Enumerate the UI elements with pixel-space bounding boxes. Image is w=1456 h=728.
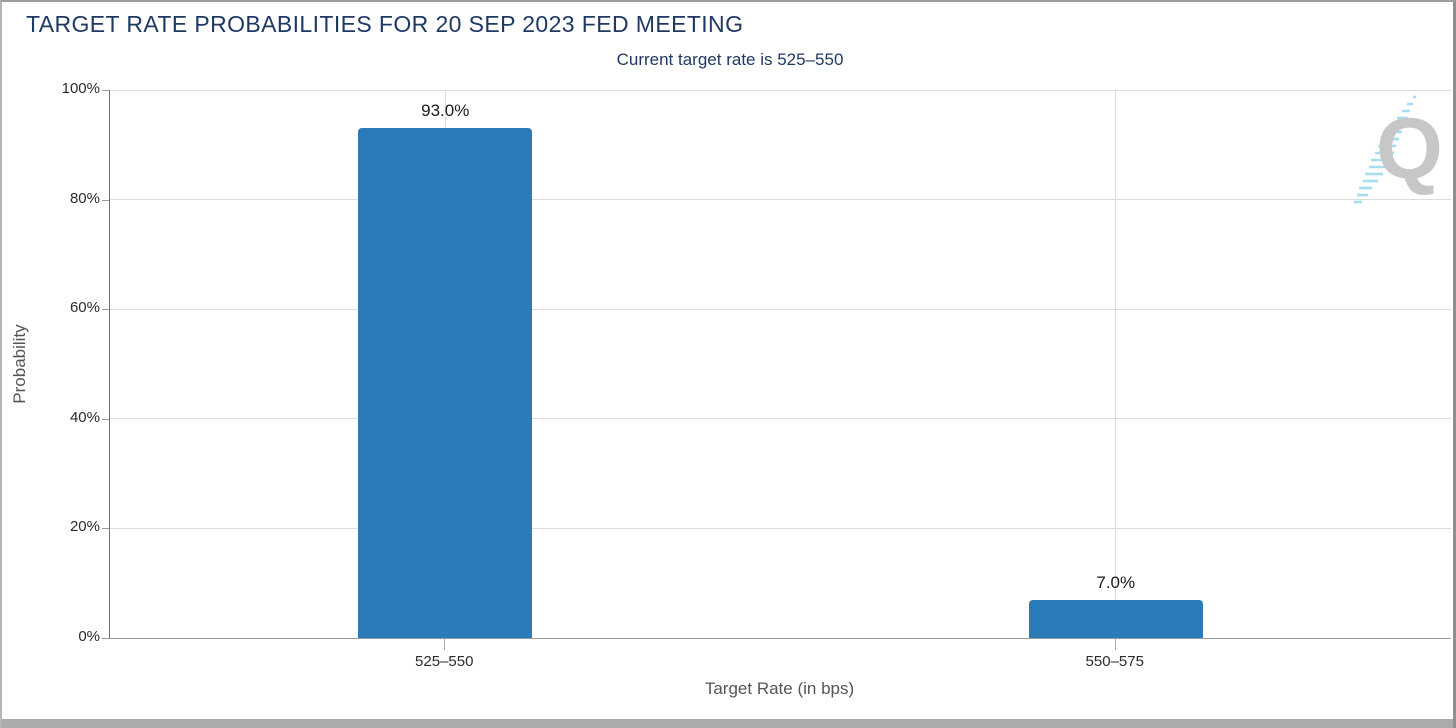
y-tick-mark — [102, 309, 109, 311]
y-tick-label: 100% — [61, 80, 100, 97]
y-tick-label: 40% — [69, 408, 100, 426]
chart-subtitle: Current target rate is 525–550 — [616, 50, 844, 69]
chart-title: TARGET RATE PROBABILITIES FOR 20 SEP 202… — [26, 11, 744, 37]
bottom-scroll-bar[interactable] — [2, 719, 1453, 728]
y-tick-mark — [102, 418, 109, 420]
h-gridline — [110, 527, 1451, 529]
bar-value-label: 7.0% — [1096, 572, 1136, 592]
x-tick-label: 525–550 — [415, 653, 474, 670]
h-gridline — [110, 89, 1451, 91]
bar-value-label: 93.0% — [421, 101, 470, 121]
y-tick-label: 60% — [69, 299, 100, 317]
h-gridline — [110, 308, 1451, 310]
brand-logo: Q — [1342, 92, 1453, 212]
bar-550–575 — [1028, 599, 1203, 638]
y-tick-mark — [102, 199, 109, 201]
x-tick-mark — [1114, 639, 1116, 650]
y-tick-mark — [102, 528, 109, 530]
y-tick-label: 0% — [78, 628, 100, 645]
x-tick-label: 550–575 — [1085, 653, 1144, 670]
h-gridline — [110, 418, 1451, 420]
y-tick-mark — [102, 638, 109, 639]
h-gridline — [110, 199, 1451, 201]
y-tick-label: 20% — [69, 518, 100, 536]
logo-swoosh-icon — [1354, 95, 1416, 204]
x-axis-title: Target Rate (in bps) — [704, 679, 855, 698]
v-gridline — [1115, 90, 1117, 638]
bar-525–550 — [358, 128, 533, 638]
y-axis-title: Probability — [10, 324, 29, 404]
y-tick-label: 80% — [69, 189, 100, 207]
y-tick-mark — [102, 90, 109, 91]
x-tick-mark — [444, 639, 446, 650]
logo-q-letter: Q — [1376, 101, 1443, 197]
plot-area: 93.0% 7.0% — [109, 89, 1451, 639]
